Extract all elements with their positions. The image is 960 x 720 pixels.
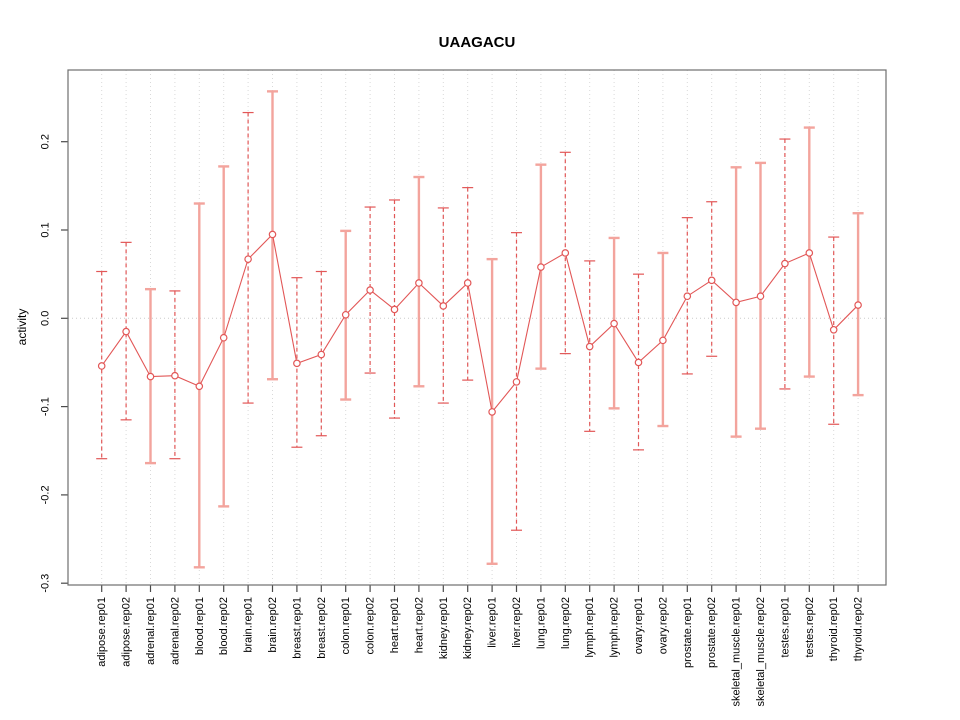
- x-axis-tick-label: heart.rep02: [413, 597, 425, 653]
- data-point: [146, 372, 155, 381]
- data-point: [805, 249, 814, 257]
- x-axis-tick-label: brain.rep01: [243, 597, 255, 653]
- x-axis-tick-label: adipose.rep01: [96, 597, 108, 667]
- data-point: [293, 359, 301, 368]
- x-axis-tick-label: heart.rep01: [389, 597, 401, 653]
- data-point: [219, 333, 228, 342]
- data-point: [171, 371, 179, 380]
- data-point: [341, 310, 350, 319]
- x-axis-tick-label: lymph.rep02: [609, 597, 621, 658]
- x-axis-tick-label: blood.rep02: [218, 597, 230, 655]
- data-point: [854, 301, 862, 309]
- data-point: [439, 302, 448, 310]
- data-point: [366, 286, 374, 294]
- data-point: [415, 279, 423, 287]
- data-point: [463, 279, 472, 287]
- x-axis-tick-label: prostate.rep02: [706, 597, 718, 668]
- data-point: [659, 336, 667, 345]
- x-axis-tick-label: adrenal.rep01: [145, 597, 157, 665]
- data-point: [488, 408, 496, 416]
- y-axis-title: activity: [15, 309, 29, 346]
- data-point: [317, 350, 326, 359]
- data-point: [537, 263, 545, 271]
- x-axis-tick-label: brain.rep02: [267, 597, 279, 653]
- x-axis-tick-label: thyroid.rep01: [828, 597, 840, 661]
- data-point: [756, 292, 765, 301]
- data-point: [561, 249, 570, 257]
- x-axis-tick-label: skeletal_muscle.rep01: [731, 597, 743, 706]
- x-axis-tick-label: skeletal_muscle.rep02: [755, 597, 767, 706]
- data-point: [268, 230, 277, 239]
- x-axis-tick-label: testes.rep01: [779, 597, 791, 658]
- series-line: [101, 233, 859, 414]
- data-point: [610, 319, 618, 328]
- data-point: [585, 342, 594, 351]
- plot-generated-layer: 0.2 0.1 0.0 -0.1 -0.2 -0.3 adipose.rep01 adipos…: [40, 69, 887, 706]
- data-point: [781, 259, 789, 268]
- y-axis-tick-label: 0.1: [40, 222, 52, 237]
- data-point: [244, 255, 252, 263]
- data-point: [512, 378, 521, 386]
- data-point: [707, 276, 716, 285]
- x-axis-tick-label: adrenal.rep02: [169, 597, 181, 665]
- x-axis-tick-label: blood.rep01: [194, 597, 206, 655]
- x-axis-tick-label: breast.rep01: [291, 597, 303, 659]
- y-axis-tick-label: -0.1: [40, 397, 52, 416]
- x-axis-tick-label: colon.rep01: [340, 597, 352, 655]
- x-axis-tick-label: testes.rep02: [804, 597, 816, 658]
- y-axis-tick-label: -0.3: [40, 574, 52, 593]
- data-point: [390, 305, 399, 314]
- x-axis-tick-label: adipose.rep02: [121, 597, 133, 667]
- data-point: [97, 362, 106, 370]
- y-axis-tick-label: 0.2: [40, 134, 52, 149]
- x-axis-tick-label: lymph.rep01: [584, 597, 596, 658]
- plot-frame: [67, 69, 887, 586]
- x-axis-tick-label: thyroid.rep02: [853, 597, 865, 661]
- y-axis-tick-label: -0.2: [40, 485, 52, 504]
- x-axis-tick-label: breast.rep02: [316, 597, 328, 659]
- data-point: [122, 327, 130, 336]
- data-point: [732, 298, 740, 307]
- x-axis-tick-label: ovary.rep02: [657, 597, 669, 654]
- x-axis-tick-label: kidney.rep02: [462, 597, 474, 659]
- x-axis-tick-label: liver.rep02: [511, 597, 523, 648]
- data-point: [634, 358, 643, 367]
- x-axis-tick-label: lung.rep01: [535, 597, 547, 649]
- x-axis-tick-label: lung.rep02: [560, 597, 572, 649]
- chart-title: UAAGACU: [439, 34, 516, 51]
- data-point: [195, 382, 204, 391]
- data-point: [683, 292, 692, 301]
- y-axis-tick-label: 0.0: [40, 311, 52, 326]
- x-axis-tick-label: liver.rep01: [487, 597, 499, 648]
- data-point: [829, 325, 838, 334]
- x-axis-tick-label: kidney.rep01: [438, 597, 450, 659]
- x-axis-tick-label: colon.rep02: [365, 597, 377, 655]
- x-axis-tick-label: ovary.rep01: [633, 597, 645, 654]
- x-axis-tick-label: prostate.rep01: [682, 597, 694, 668]
